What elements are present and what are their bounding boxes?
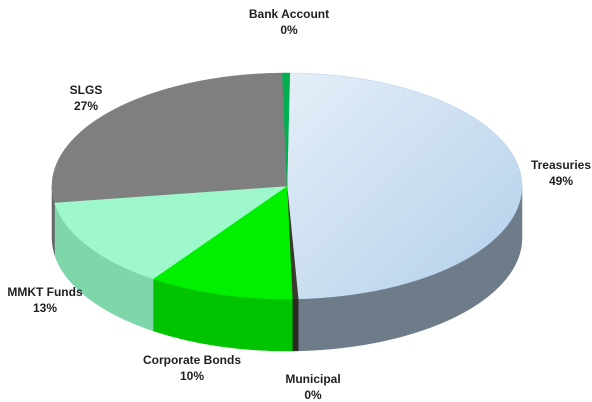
label-bank-account-name: Bank Account bbox=[249, 7, 329, 21]
label-municipal-name: Municipal bbox=[285, 372, 340, 386]
slice-bank-account bbox=[282, 72, 291, 187]
slice-corporate-bonds bbox=[152, 185, 293, 300]
label-bank-account-value: 0% bbox=[280, 23, 298, 37]
label-municipal-value: 0% bbox=[304, 388, 322, 402]
slice-treasuries bbox=[286, 72, 523, 300]
slice-mmkt-funds bbox=[54, 185, 288, 280]
label-slgs-value: 27% bbox=[74, 99, 98, 113]
pie-labels: Bank Account 0% SLGS 27% Treasuries 49% … bbox=[7, 7, 591, 402]
slice-slgs bbox=[51, 72, 288, 203]
label-mmkt-funds: MMKT Funds 13% bbox=[7, 285, 83, 315]
label-mmkt-funds-value: 13% bbox=[33, 301, 57, 315]
label-bank-account: Bank Account 0% bbox=[249, 7, 329, 37]
pie-sides bbox=[51, 185, 523, 352]
pie-tops bbox=[51, 72, 523, 300]
label-treasuries-value: 49% bbox=[549, 174, 573, 188]
label-municipal: Municipal 0% bbox=[285, 372, 340, 402]
slice-side-municipal bbox=[292, 298, 299, 352]
label-corporate-bonds-value: 10% bbox=[180, 369, 204, 383]
label-slgs: SLGS 27% bbox=[70, 83, 103, 113]
label-slgs-name: SLGS bbox=[70, 83, 103, 97]
label-corporate-bonds-name: Corporate Bonds bbox=[143, 353, 241, 367]
label-mmkt-funds-name: MMKT Funds bbox=[7, 285, 83, 299]
label-treasuries-name: Treasuries bbox=[531, 158, 591, 172]
label-corporate-bonds: Corporate Bonds 10% bbox=[143, 353, 241, 383]
label-treasuries: Treasuries 49% bbox=[531, 158, 591, 188]
